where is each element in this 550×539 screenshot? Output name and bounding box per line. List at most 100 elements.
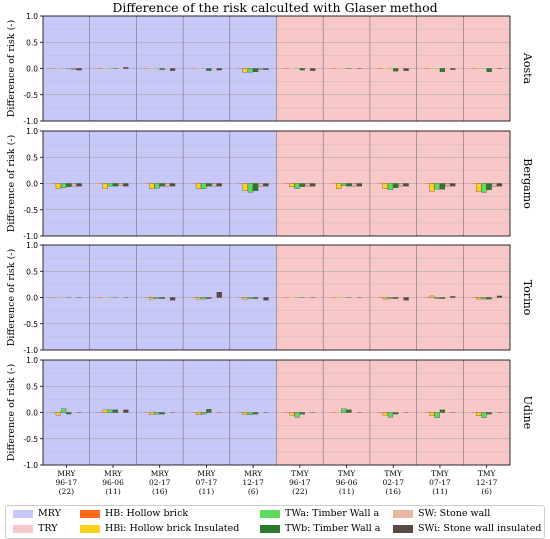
bar-udine-1-hbi xyxy=(102,409,108,413)
legend-swatch-twa xyxy=(260,509,280,518)
panel-1-ytick-label-1: -0.5 xyxy=(23,206,38,215)
bar-bergamo-4-hbi xyxy=(242,183,248,191)
bar-bergamo-5-twa xyxy=(294,183,300,189)
legend-item-twa: TWa: Timber Wall a xyxy=(260,508,379,519)
bar-aosta-8-twb xyxy=(439,68,446,72)
bar-bergamo-5-hbi xyxy=(289,183,295,187)
legend-swatch-sw xyxy=(393,509,413,518)
xtick-label-0-2: (22) xyxy=(59,487,74,496)
legend-label-try: TRY xyxy=(38,523,58,534)
xtick-label-6-2: (11) xyxy=(339,487,354,496)
bar-aosta-6-twb xyxy=(346,68,352,70)
bar-bergamo-2-sw xyxy=(164,183,170,187)
xtick-label-7-1: 02-17 xyxy=(382,478,404,487)
bar-bergamo-8-swi xyxy=(450,183,456,187)
bar-bergamo-1-twb xyxy=(112,183,119,187)
bar-bergamo-3-swi xyxy=(216,183,222,187)
bar-bergamo-8-twa xyxy=(434,183,440,190)
panel-3-ytick-label-3: 0.5 xyxy=(26,382,38,391)
panel-1-ytick-label-0: -1.0 xyxy=(23,232,38,241)
bar-aosta-0-sw xyxy=(71,68,77,70)
bar-torino-4-sw xyxy=(258,297,264,299)
bar-udine-9-sw xyxy=(491,412,497,414)
bar-udine-3-hbi xyxy=(195,412,202,415)
bar-aosta-8-swi xyxy=(450,68,456,70)
bar-bergamo-9-twa xyxy=(481,183,487,193)
bar-torino-2-twa xyxy=(154,297,160,299)
bar-torino-8-twa xyxy=(434,297,440,299)
bar-bergamo-9-swi xyxy=(496,183,503,187)
bar-aosta-1-twb xyxy=(113,67,118,69)
bar-torino-7-sw xyxy=(398,297,404,299)
bar-bergamo-2-swi xyxy=(169,183,176,187)
panel-0-ytick-label-3: 0.5 xyxy=(26,38,38,47)
bar-torino-2-hbi xyxy=(149,297,155,300)
panel-3-ytick-label-0: -1.0 xyxy=(23,461,38,470)
bar-aosta-7-twb xyxy=(393,68,399,72)
legend-item-hb: HB: Hollow brick xyxy=(80,508,188,519)
bar-bergamo-8-twb xyxy=(439,183,446,190)
bar-udine-4-hbi xyxy=(242,412,248,415)
bar-torino-3-sw xyxy=(211,297,217,299)
bar-aosta-4-hbi xyxy=(242,68,248,73)
bar-udine-7-twb xyxy=(393,412,399,415)
legend-label-twa: TWa: Timber Wall a xyxy=(285,508,380,519)
bar-bergamo-3-twa xyxy=(201,183,207,189)
bar-torino-7-twb xyxy=(393,297,399,299)
bar-udine-6-twa xyxy=(341,408,347,413)
bar-bergamo-1-sw xyxy=(118,183,124,186)
panel-1-ytick-label-2: 0.0 xyxy=(26,180,38,189)
xtick-label-9-2: (6) xyxy=(481,487,492,496)
xtick-label-5-1: 96-17 xyxy=(289,478,311,487)
legend-item-sw: SW: Stone wall xyxy=(393,508,490,519)
xtick-label-3-1: 07-17 xyxy=(196,478,218,487)
panel-1-ylabel: Difference of risk (-) xyxy=(6,135,17,232)
bar-udine-0-twa xyxy=(61,408,67,413)
bar-bergamo-1-swi xyxy=(123,183,129,187)
legend-label-hbi: HBi: Hollow brick Insulated xyxy=(105,523,240,534)
panel-3-ytick-label-4: 1.0 xyxy=(26,356,38,365)
xtick-label-3-2: (11) xyxy=(199,487,214,496)
bar-udine-2-hbi xyxy=(149,412,155,415)
xtick-label-8-1: 07-17 xyxy=(429,478,451,487)
bar-bergamo-0-sw xyxy=(71,183,77,187)
legend-item-mry: MRY xyxy=(13,508,61,519)
bar-aosta-4-swi xyxy=(263,68,269,70)
xtick-label-5-2: (22) xyxy=(292,487,307,496)
panel-2-ytick-label-1: -0.5 xyxy=(23,320,38,329)
bar-torino-9-twb xyxy=(486,297,492,300)
xtick-label-5-0: TMY xyxy=(291,469,310,478)
bar-torino-3-hbi xyxy=(195,297,202,300)
legend-label-swi: SWi: Stone wall insulated xyxy=(418,523,542,534)
bar-udine-3-sw xyxy=(211,412,217,414)
bar-aosta-1-swi xyxy=(123,67,129,69)
legend-item-swi: SWi: Stone wall insulated xyxy=(393,523,541,534)
panel-0-ytick-label-0: -1.0 xyxy=(23,117,38,126)
bar-udine-2-sw xyxy=(164,412,170,414)
bar-torino-9-swi xyxy=(496,295,503,298)
xtick-label-2-0: MRY xyxy=(151,469,170,478)
bar-bergamo-4-swi xyxy=(263,183,269,187)
bar-udine-0-hbi xyxy=(55,412,62,416)
xtick-label-4-1: 12-17 xyxy=(242,478,264,487)
bar-torino-3-twb xyxy=(206,297,212,299)
legend-label-sw: SW: Stone wall xyxy=(418,508,491,519)
bar-udine-1-twa xyxy=(107,409,113,413)
xtick-label-6-0: TMY xyxy=(338,469,357,478)
panel-0-ytick-label-1: -0.5 xyxy=(23,91,38,100)
xtick-label-9-1: 12-17 xyxy=(476,478,498,487)
bar-aosta-3-twb xyxy=(206,68,212,71)
bar-bergamo-0-twa xyxy=(61,183,67,188)
bar-aosta-4-twb xyxy=(252,68,259,72)
bar-bergamo-0-swi xyxy=(76,183,82,187)
bar-udine-7-hbi xyxy=(382,412,388,416)
bar-bergamo-5-swi xyxy=(310,183,316,187)
bar-aosta-4-twa xyxy=(247,68,253,73)
panel-2-name: Torino xyxy=(521,280,534,316)
bar-torino-3-swi xyxy=(216,292,222,298)
panel-2-ytick-label-4: 1.0 xyxy=(26,241,38,250)
bar-bergamo-7-hbi xyxy=(382,183,388,189)
bar-torino-9-twa xyxy=(481,297,487,300)
bar-bergamo-9-hbi xyxy=(476,183,482,192)
bar-bergamo-6-twa xyxy=(341,183,347,186)
